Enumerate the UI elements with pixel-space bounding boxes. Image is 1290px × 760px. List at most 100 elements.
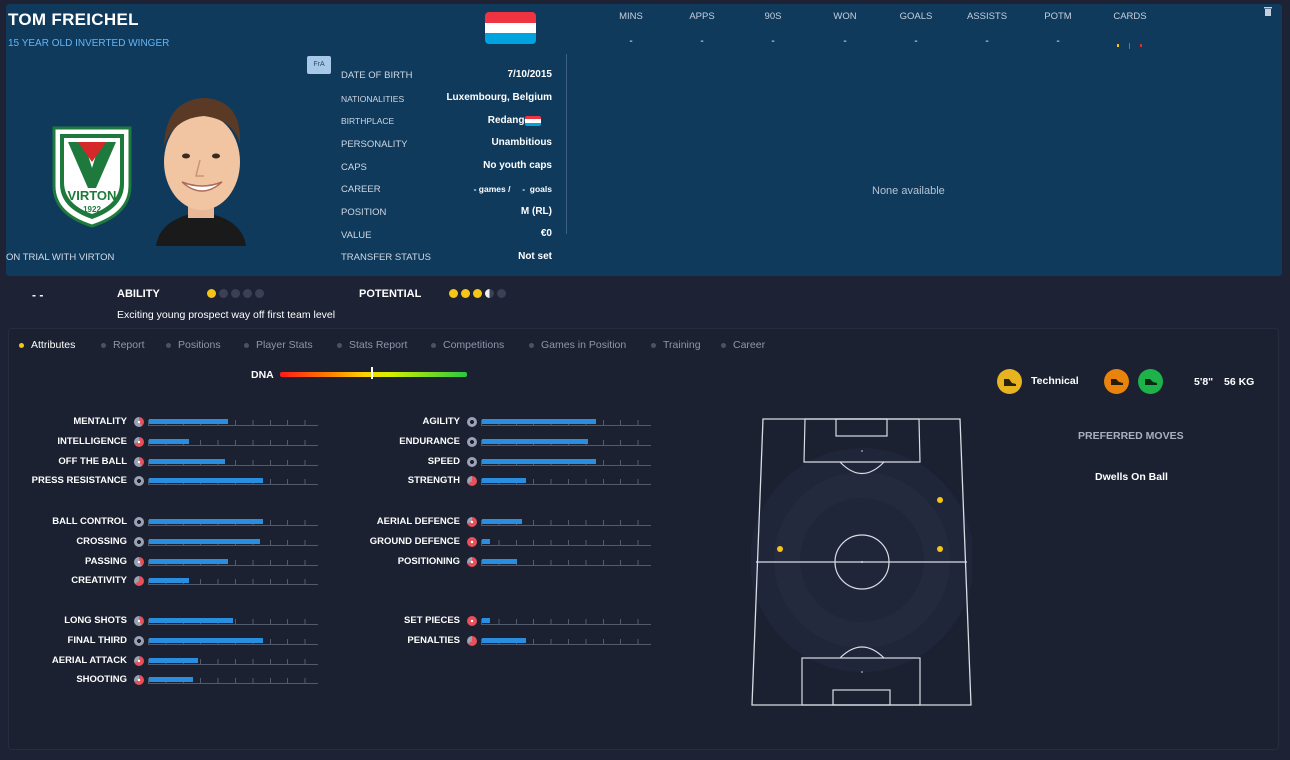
position-dot-mr <box>937 546 943 552</box>
attribute-label: SPEED <box>427 455 460 467</box>
boot-orange-icon[interactable] <box>1104 369 1129 394</box>
attribute-bar[interactable] <box>481 617 651 625</box>
attribute-importance-icon[interactable] <box>134 436 144 447</box>
attribute-bar[interactable] <box>148 458 318 466</box>
attribute-bar[interactable] <box>148 518 318 526</box>
fra-badge[interactable]: FrA <box>307 56 331 74</box>
tab-player-stats[interactable]: Player Stats <box>244 339 313 351</box>
attribute-bar-fill <box>482 538 490 544</box>
svg-text:VIRTON: VIRTON <box>68 188 117 203</box>
tab-attributes[interactable]: Attributes <box>19 339 75 351</box>
tab-dot-icon <box>244 342 249 348</box>
nationalities-value[interactable]: Luxembourg, Belgium <box>446 92 552 103</box>
attribute-importance-icon[interactable] <box>134 476 144 487</box>
attribute-bar[interactable] <box>481 458 651 466</box>
attribute-importance-icon[interactable] <box>134 536 144 547</box>
attribute-bar[interactable] <box>148 676 318 685</box>
stat-header-90s[interactable]: 90S <box>764 11 782 22</box>
attribute-importance-icon[interactable] <box>467 476 477 487</box>
attribute-bar[interactable] <box>148 558 318 566</box>
attribute-label: AERIAL DEFENCE <box>376 516 460 527</box>
attribute-importance-icon[interactable] <box>467 635 477 646</box>
attribute-bar[interactable] <box>481 518 651 526</box>
tab-training[interactable]: Training <box>651 339 701 351</box>
birthplace-value[interactable]: Redange <box>487 115 530 126</box>
player-name: TOM FREICHEL <box>8 10 139 29</box>
tab-games-in-position[interactable]: Games in Position <box>529 339 626 351</box>
star-icon <box>461 289 470 298</box>
attribute-importance-icon[interactable] <box>134 417 144 427</box>
attribute-bar[interactable] <box>148 657 318 665</box>
attribute-bar[interactable] <box>148 577 318 586</box>
boot-green-icon[interactable] <box>1138 369 1163 394</box>
attribute-bar-fill <box>149 419 228 424</box>
stat-header-apps[interactable]: APPS <box>689 11 715 22</box>
attribute-bar[interactable] <box>148 477 318 486</box>
attribute-importance-icon[interactable] <box>467 417 477 427</box>
stat-header-cards[interactable]: CARDS <box>1113 11 1147 22</box>
attribute-importance-icon[interactable] <box>467 556 477 567</box>
attribute-bar[interactable] <box>148 637 318 645</box>
stat-header-mins[interactable]: MINS <box>619 11 643 22</box>
tab-competitions[interactable]: Competitions <box>431 339 504 351</box>
attribute-label: CREATIVITY <box>71 575 127 587</box>
tab-career[interactable]: Career <box>721 339 765 351</box>
player-weight: 56 KG <box>1224 376 1255 388</box>
attribute-bar-ticks <box>481 638 651 645</box>
tab-stats-report[interactable]: Stats Report <box>337 339 407 351</box>
attribute-bar[interactable] <box>148 438 318 446</box>
birthplace-flag-icon <box>525 116 541 126</box>
attribute-bar-ticks <box>148 678 318 685</box>
attribute-importance-icon[interactable] <box>134 655 144 666</box>
attribute-bar[interactable] <box>481 637 651 645</box>
ability-label: ABILITY <box>117 288 160 300</box>
player-photo[interactable] <box>146 86 256 246</box>
attribute-bar[interactable] <box>481 558 651 566</box>
attribute-importance-icon[interactable] <box>134 675 144 686</box>
attribute-bar[interactable] <box>481 538 651 546</box>
tab-dot-icon <box>529 342 534 348</box>
ability-placeholder: - - <box>32 288 44 302</box>
attribute-bar-fill <box>482 519 522 524</box>
attribute-importance-icon[interactable] <box>467 517 477 527</box>
attribute-bar[interactable] <box>148 617 318 625</box>
position-pitch[interactable] <box>751 417 972 707</box>
attribute-importance-icon[interactable] <box>134 616 144 626</box>
stat-header-assists[interactable]: ASSISTS <box>966 11 1008 22</box>
dna-gradient-bar[interactable] <box>280 372 467 377</box>
star-icon <box>497 289 506 298</box>
star-icon <box>219 289 228 298</box>
attribute-bar-fill <box>149 538 260 544</box>
attribute-importance-icon[interactable] <box>134 635 144 646</box>
attribute-bar[interactable] <box>148 538 318 546</box>
tab-dot-icon <box>101 342 106 348</box>
attribute-bar-fill <box>149 478 263 484</box>
technical-trait-icon[interactable] <box>997 369 1022 394</box>
stat-header-won[interactable]: WON <box>833 11 857 22</box>
attribute-bar[interactable] <box>148 418 318 426</box>
stat-header-potm[interactable]: POTM <box>1044 11 1072 22</box>
preferred-move-item[interactable]: Dwells On Ball <box>1095 471 1168 483</box>
attribute-importance-icon[interactable] <box>467 456 477 467</box>
attribute-label: OFF THE BALL <box>58 455 127 467</box>
attribute-importance-icon[interactable] <box>134 556 144 567</box>
stat-header-goals[interactable]: GOALS <box>899 11 933 22</box>
attribute-importance-icon[interactable] <box>134 456 144 467</box>
attribute-importance-icon[interactable] <box>467 616 477 626</box>
tab-label: Positions <box>178 339 221 351</box>
birthplace-label: BIRTHPLACE <box>341 116 395 126</box>
attribute-bar[interactable] <box>481 477 651 486</box>
attribute-importance-icon[interactable] <box>467 536 477 547</box>
club-crest[interactable]: VIRTON 1922 <box>50 124 134 228</box>
attribute-importance-icon[interactable] <box>134 576 144 587</box>
tab-label: Report <box>113 339 145 351</box>
attribute-bar[interactable] <box>481 438 651 446</box>
tab-report[interactable]: Report <box>101 339 145 351</box>
attribute-importance-icon[interactable] <box>134 517 144 527</box>
tab-positions[interactable]: Positions <box>166 339 221 351</box>
bin-icon[interactable] <box>1264 6 1272 16</box>
attribute-importance-icon[interactable] <box>467 436 477 447</box>
attribute-bar[interactable] <box>481 418 651 426</box>
transfer-status-value[interactable]: Not set <box>518 251 552 262</box>
position-value: M (RL) <box>520 206 552 217</box>
